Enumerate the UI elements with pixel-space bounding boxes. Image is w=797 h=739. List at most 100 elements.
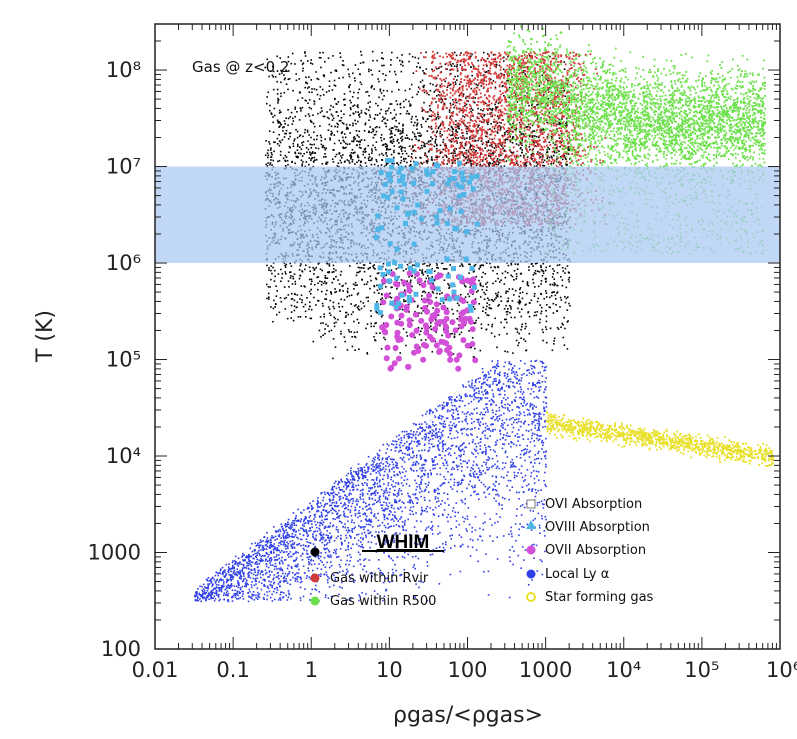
data-point (395, 268, 398, 270)
data-point (426, 159, 428, 162)
data-point (348, 330, 351, 333)
data-point (360, 54, 363, 56)
data-point (374, 114, 377, 116)
data-point (492, 152, 495, 155)
data-point (402, 129, 404, 132)
data-point (384, 143, 387, 145)
data-point (376, 160, 378, 163)
data-point (474, 322, 477, 324)
data-point (529, 148, 531, 151)
data-point (533, 165, 536, 168)
data-point (549, 296, 551, 299)
data-point (486, 121, 488, 124)
data-point (272, 307, 275, 310)
data-point (371, 150, 373, 152)
data-point (321, 88, 324, 91)
data-point (377, 104, 379, 107)
data-point (353, 288, 355, 290)
data-point (503, 95, 505, 97)
data-point (402, 64, 404, 67)
data-point (287, 163, 289, 166)
data-point (482, 264, 484, 267)
data-point (556, 284, 559, 287)
data-point (443, 103, 446, 106)
data-point (488, 155, 490, 157)
data-point (369, 287, 371, 290)
data-point (357, 91, 359, 94)
data-point (414, 135, 416, 138)
data-point (391, 51, 393, 54)
data-point (532, 148, 534, 150)
data-point (498, 64, 501, 67)
data-point (393, 162, 395, 165)
data-point (378, 80, 380, 83)
data-point (417, 91, 420, 93)
data-point (272, 70, 275, 73)
data-point (470, 119, 472, 121)
data-point (324, 298, 326, 300)
data-point (309, 317, 312, 320)
data-point (352, 311, 354, 313)
data-point (486, 314, 489, 316)
data-point (487, 123, 489, 126)
data-point (335, 70, 338, 72)
data-point (373, 88, 375, 90)
data-point (474, 97, 476, 99)
data-point (560, 326, 562, 328)
data-point (276, 55, 278, 58)
data-point (308, 290, 311, 293)
data-point (353, 320, 355, 323)
data-point (458, 127, 460, 130)
data-point (548, 306, 551, 308)
data-point (491, 107, 494, 110)
data-point (526, 92, 528, 94)
data-point (531, 104, 533, 106)
data-point (450, 125, 453, 128)
data-point (553, 337, 556, 340)
data-point (301, 155, 304, 157)
data-point (561, 284, 564, 287)
data-point (499, 128, 502, 130)
data-point (521, 308, 523, 311)
data-point (472, 97, 474, 100)
data-point (360, 139, 363, 141)
data-point (481, 276, 483, 278)
data-point (562, 270, 564, 272)
data-point (500, 321, 502, 324)
data-point (322, 282, 325, 285)
data-point (330, 133, 332, 135)
data-point (389, 148, 392, 151)
data-point (473, 356, 475, 358)
data-point (448, 287, 450, 289)
data-point (346, 290, 349, 292)
data-point (293, 305, 296, 307)
data-point (537, 103, 540, 106)
data-point (391, 142, 394, 144)
data-point (389, 137, 392, 139)
data-point (532, 282, 535, 284)
data-point (417, 57, 420, 60)
data-point (332, 357, 334, 360)
data-point (404, 137, 407, 139)
data-point (474, 151, 477, 153)
data-point (381, 293, 383, 296)
data-point (347, 329, 350, 331)
data-point (469, 146, 471, 149)
data-point (479, 266, 482, 268)
data-point (348, 75, 351, 78)
data-point (340, 298, 342, 301)
data-point (467, 151, 470, 153)
data-point (380, 134, 383, 136)
data-point (544, 269, 547, 272)
data-point (406, 280, 409, 283)
data-point (408, 100, 410, 103)
data-point (272, 116, 274, 118)
data-point (326, 289, 328, 292)
data-point (435, 77, 438, 80)
data-point (474, 347, 476, 350)
data-point (463, 122, 465, 125)
data-point (541, 275, 544, 277)
data-point (477, 147, 480, 149)
data-point (292, 142, 294, 145)
